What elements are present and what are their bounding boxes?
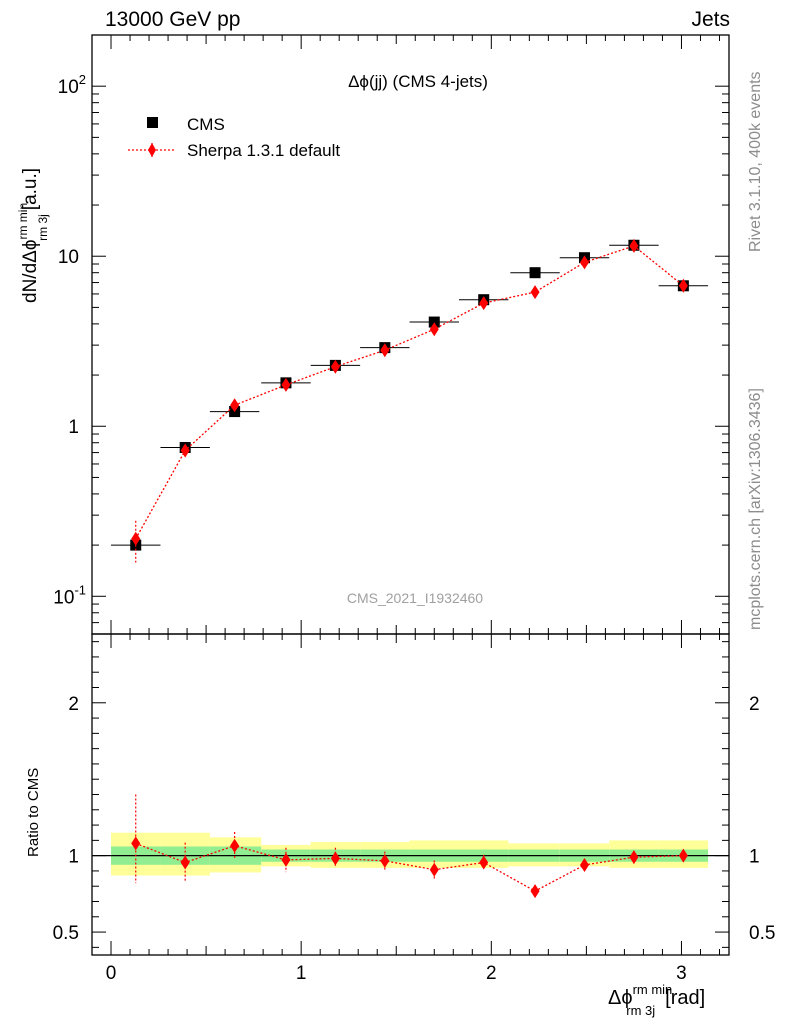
sherpa-point (281, 377, 291, 392)
sherpa-line (135, 245, 684, 540)
sherpa-point (429, 322, 439, 337)
legend-label-sherpa: Sherpa 1.3.1 default (187, 141, 340, 160)
ratio-y-tick-label-left: 1 (68, 847, 79, 868)
ratio-sherpa-point (429, 862, 439, 877)
ylabel-main: dN/dΔϕ (20, 240, 41, 303)
ratio-y-axis-label: Ratio to CMS (25, 768, 42, 857)
ratio-sherpa-point (180, 855, 190, 870)
sherpa-point (131, 531, 141, 546)
x-tick-label: 0 (106, 963, 117, 984)
sherpa-point (180, 443, 190, 458)
sherpa-point (380, 343, 390, 358)
ratio-y-tick-label-right: 1 (749, 847, 760, 868)
sherpa-point (678, 278, 688, 293)
ylabel-sup: rm min (16, 203, 30, 240)
ratio-sherpa-point (678, 848, 688, 863)
ratio-sherpa-point (530, 884, 540, 899)
xlabel-unit: [rad] (665, 987, 705, 1009)
ratio-sherpa-point (380, 853, 390, 868)
main-y-tick-label: 10-1 (53, 582, 86, 608)
legend-label-cms: CMS (187, 115, 225, 134)
sherpa-point (230, 398, 240, 413)
x-tick-label: 2 (486, 963, 497, 984)
x-axis-label: Δϕrm min rm 3j [rad] (608, 982, 705, 1018)
ratio-sherpa-point (479, 855, 489, 870)
ratio-y-tick-label-right: 2 (749, 694, 760, 715)
main-y-axis-label: dN/dΔϕrm min rm 3j [a.u.] (16, 168, 50, 303)
sherpa-point (579, 255, 589, 270)
main-y-tick-label: 1 (68, 417, 79, 438)
axes-layer: 0 1 2 3 10-1 1 10 102 0.5 0.5 1 1 2 2 (53, 34, 775, 984)
ratio-sherpa-point (330, 851, 340, 866)
ratio-sherpa-point (230, 838, 240, 853)
ylabel-sub: rm 3j (36, 214, 50, 241)
main-y-tick-label: 10 (58, 247, 79, 268)
xlabel-sub: rm 3j (626, 1003, 655, 1018)
main-plot-title: Δϕ(jj) (CMS 4-jets) (348, 72, 488, 91)
cms-point (529, 267, 541, 279)
ratio-sherpa-point (579, 857, 589, 872)
xlabel-sup: rm min (633, 982, 673, 997)
sherpa-point (530, 285, 540, 300)
cms-point (428, 316, 440, 328)
ratio-sherpa-point (281, 852, 291, 867)
ylabel-unit: [a.u.] (20, 168, 41, 210)
main-watermark-group: CMS_2021_I1932460 (347, 590, 483, 606)
main-y-tick-label: 102 (58, 72, 86, 98)
ratio-sherpa-point (131, 836, 141, 851)
data-layer (111, 238, 709, 899)
legend: CMS Sherpa 1.3.1 default (128, 115, 340, 160)
analysis-watermark: CMS_2021_I1932460 (347, 590, 483, 606)
ratio-plot-frame (91, 633, 730, 956)
header-right-label: Jets (691, 8, 730, 31)
ratio-y-tick-label-left: 2 (68, 694, 79, 715)
legend-marker-cms (147, 117, 158, 128)
header-left-label: 13000 GeV pp (105, 8, 241, 31)
sherpa-point (479, 296, 489, 311)
ratio-sherpa-point (629, 850, 639, 865)
ratio-y-tick-label-right: 0.5 (749, 923, 775, 944)
ratio-y-tick-label-left: 0.5 (53, 923, 79, 944)
x-tick-label: 3 (676, 963, 687, 984)
sherpa-point (629, 238, 639, 253)
x-tick-label: 1 (296, 963, 307, 984)
xlabel-main: Δϕ (608, 987, 633, 1009)
sherpa-point (330, 359, 340, 374)
legend-marker-sherpa (148, 143, 156, 157)
ratio-sherpa-line (135, 842, 684, 892)
